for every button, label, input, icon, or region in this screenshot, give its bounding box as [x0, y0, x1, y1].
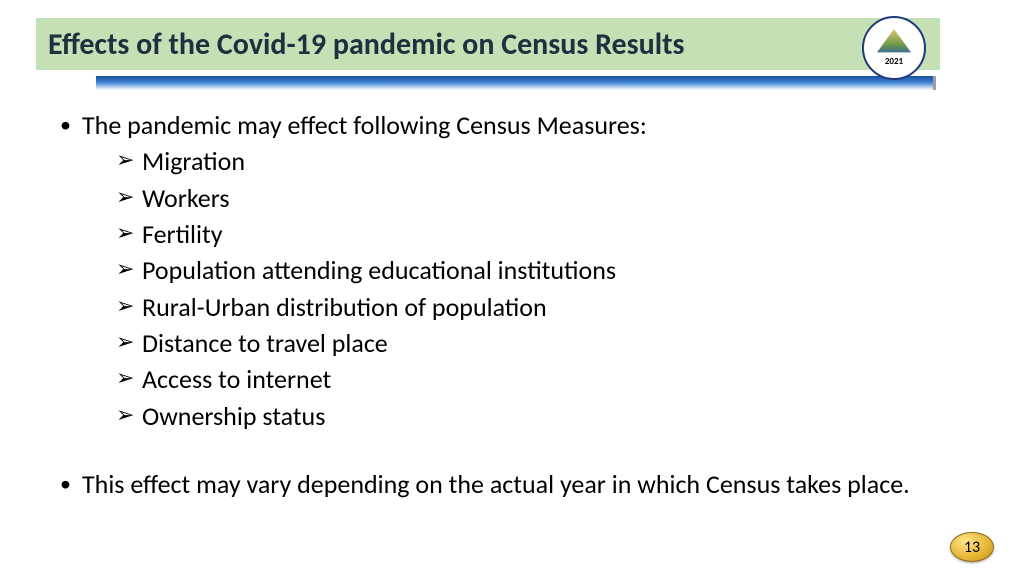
- bullet-intro: • The pandemic may effect following Cens…: [60, 108, 980, 142]
- sub-item-label: Population attending educational institu…: [142, 253, 616, 287]
- arrow-icon: ➢: [116, 290, 142, 324]
- census-logo-icon: [877, 29, 911, 55]
- sub-item-label: Fertility: [142, 217, 222, 251]
- spacer: [60, 433, 980, 467]
- sub-item-label: Distance to travel place: [142, 326, 388, 360]
- page-number-badge: 13: [950, 532, 994, 562]
- list-item: ➢Rural-Urban distribution of population: [116, 290, 980, 324]
- closing-text: This effect may vary depending on the ac…: [82, 467, 910, 501]
- arrow-icon: ➢: [116, 144, 142, 178]
- title-divider: [96, 76, 936, 90]
- sub-item-label: Ownership status: [142, 399, 325, 433]
- arrow-icon: ➢: [116, 181, 142, 215]
- slide: Effects of the Covid-19 pandemic on Cens…: [0, 0, 1024, 576]
- arrow-icon: ➢: [116, 217, 142, 251]
- arrow-icon: ➢: [116, 399, 142, 433]
- sub-item-label: Rural-Urban distribution of population: [142, 290, 547, 324]
- sub-item-label: Migration: [142, 144, 245, 178]
- page-number: 13: [964, 538, 980, 557]
- list-item: ➢Migration: [116, 144, 980, 178]
- arrow-icon: ➢: [116, 326, 142, 360]
- intro-text: The pandemic may effect following Census…: [82, 108, 647, 142]
- arrow-icon: ➢: [116, 362, 142, 396]
- list-item: ➢Ownership status: [116, 399, 980, 433]
- body: • The pandemic may effect following Cens…: [60, 108, 980, 501]
- list-item: ➢Fertility: [116, 217, 980, 251]
- list-item: ➢Access to internet: [116, 362, 980, 396]
- bullet-closing: • This effect may vary depending on the …: [60, 467, 980, 501]
- title-bar: Effects of the Covid-19 pandemic on Cens…: [36, 18, 940, 70]
- slide-title: Effects of the Covid-19 pandemic on Cens…: [48, 26, 684, 63]
- sub-item-label: Workers: [142, 181, 230, 215]
- bullet-icon: •: [60, 108, 82, 142]
- list-item: ➢Workers: [116, 181, 980, 215]
- arrow-icon: ➢: [116, 253, 142, 287]
- census-logo: 2021: [862, 16, 926, 80]
- list-item: ➢Population attending educational instit…: [116, 253, 980, 287]
- bullet-icon: •: [60, 467, 82, 501]
- sub-item-label: Access to internet: [142, 362, 331, 396]
- list-item: ➢Distance to travel place: [116, 326, 980, 360]
- sub-list: ➢Migration ➢Workers ➢Fertility ➢Populati…: [60, 144, 980, 433]
- census-logo-year: 2021: [885, 56, 903, 67]
